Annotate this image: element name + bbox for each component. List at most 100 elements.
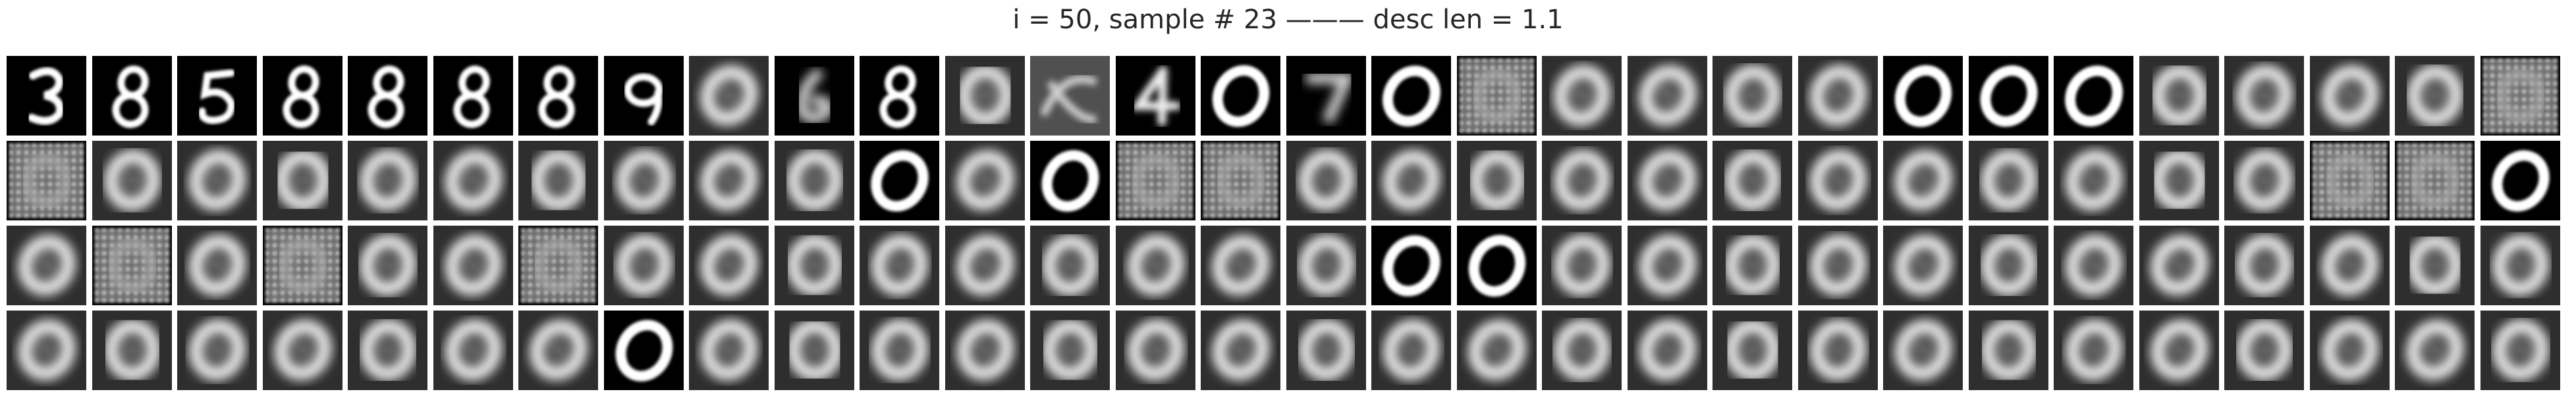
sample-thumbnail (689, 226, 769, 305)
sample-thumbnail (1713, 226, 1792, 305)
sample-thumbnail (689, 311, 769, 390)
sample-thumbnail (2310, 141, 2390, 220)
figure-title: i = 50, sample # 23 ——— desc len = 1.1 (1012, 5, 1564, 35)
sample-thumbnail (263, 311, 343, 390)
sample-thumbnail (945, 226, 1025, 305)
sample-thumbnail (2224, 56, 2304, 136)
sample-thumbnail (860, 56, 939, 136)
sample-thumbnail (1542, 56, 1622, 136)
sample-thumbnail (775, 311, 854, 390)
sample-thumbnail (1030, 226, 1110, 305)
sample-thumbnail (1798, 56, 1878, 136)
sample-thumbnail (1201, 141, 1280, 220)
sample-thumbnail (1969, 311, 2048, 390)
sample-thumbnail (7, 141, 86, 220)
sample-thumbnail (2395, 56, 2475, 136)
sample-thumbnail (945, 141, 1025, 220)
sample-thumbnail (263, 56, 343, 136)
sample-thumbnail (689, 141, 769, 220)
sample-thumbnail (7, 56, 86, 136)
sample-thumbnail (2054, 56, 2133, 136)
sample-thumbnail (433, 311, 513, 390)
sample-thumbnail (348, 56, 427, 136)
sample-thumbnail (2054, 311, 2133, 390)
sample-thumbnail (2224, 141, 2304, 220)
sample-thumbnail (2480, 141, 2560, 220)
sample-thumbnail (1628, 56, 1707, 136)
sample-thumbnail (263, 226, 343, 305)
sample-thumbnail (2395, 141, 2475, 220)
sample-thumbnail (1883, 141, 1963, 220)
sample-thumbnail (1628, 226, 1707, 305)
sample-thumbnail (1116, 141, 1195, 220)
sample-thumbnail (177, 141, 257, 220)
sample-thumbnail (604, 311, 684, 390)
sample-thumbnail (177, 311, 257, 390)
sample-thumbnail (1457, 56, 1537, 136)
sample-thumbnail (518, 56, 598, 136)
sample-thumbnail (2395, 226, 2475, 305)
sample-thumbnail (1883, 226, 1963, 305)
sample-thumbnail (1116, 226, 1195, 305)
sample-thumbnail (348, 226, 427, 305)
sample-thumbnail (2139, 141, 2219, 220)
sample-thumbnail (1371, 141, 1451, 220)
sample-thumbnail (92, 56, 172, 136)
sample-thumbnail (1628, 311, 1707, 390)
sample-thumbnail (1798, 311, 1878, 390)
sample-thumbnail (604, 226, 684, 305)
sample-thumbnail (1457, 141, 1537, 220)
sample-thumbnail (860, 311, 939, 390)
sample-thumbnail (945, 311, 1025, 390)
sample-thumbnail (1030, 141, 1110, 220)
sample-thumbnail (1883, 311, 1963, 390)
sample-thumbnail (1371, 226, 1451, 305)
sample-thumbnail (433, 141, 513, 220)
sample-thumbnail (433, 56, 513, 136)
sample-thumbnail (1969, 141, 2048, 220)
sample-thumbnail (1969, 56, 2048, 136)
sample-thumbnail (775, 141, 854, 220)
sample-thumbnail (1542, 226, 1622, 305)
sample-thumbnail (1457, 311, 1537, 390)
sample-thumbnail (263, 141, 343, 220)
sample-thumbnail (177, 226, 257, 305)
sample-thumbnail (92, 311, 172, 390)
sample-thumbnail (1542, 311, 1622, 390)
sample-thumbnail (1798, 226, 1878, 305)
sample-thumbnail (2395, 311, 2475, 390)
sample-thumbnail (1457, 226, 1537, 305)
sample-thumbnail (1286, 226, 1366, 305)
sample-thumbnail (860, 226, 939, 305)
sample-thumbnail (1713, 141, 1792, 220)
sample-thumbnail (604, 56, 684, 136)
sample-thumbnail (2139, 56, 2219, 136)
sample-thumbnail (2480, 311, 2560, 390)
sample-thumbnail (1286, 56, 1366, 136)
sample-thumbnail (7, 226, 86, 305)
sample-thumbnail (177, 56, 257, 136)
sample-thumbnail (1201, 311, 1280, 390)
sample-thumbnail (2139, 226, 2219, 305)
sample-thumbnail (1116, 56, 1195, 136)
sample-thumbnail (1798, 141, 1878, 220)
sample-thumbnail (1201, 226, 1280, 305)
sample-thumbnail (775, 226, 854, 305)
sample-thumbnail (1883, 56, 1963, 136)
sample-thumbnail (1371, 311, 1451, 390)
sample-thumbnail (2139, 311, 2219, 390)
sample-thumbnail (2310, 311, 2390, 390)
sample-thumbnail (2310, 56, 2390, 136)
sample-thumbnail (860, 141, 939, 220)
sample-thumbnail (348, 141, 427, 220)
sample-thumbnail (1713, 56, 1792, 136)
sample-thumbnail (2310, 226, 2390, 305)
sample-thumbnail (518, 141, 598, 220)
sample-thumbnail (1628, 141, 1707, 220)
sample-thumbnail (518, 311, 598, 390)
sample-thumbnail (945, 56, 1025, 136)
sample-thumbnail (1030, 311, 1110, 390)
sample-thumbnail (2054, 226, 2133, 305)
sample-thumbnail (433, 226, 513, 305)
sample-thumbnail (1371, 56, 1451, 136)
